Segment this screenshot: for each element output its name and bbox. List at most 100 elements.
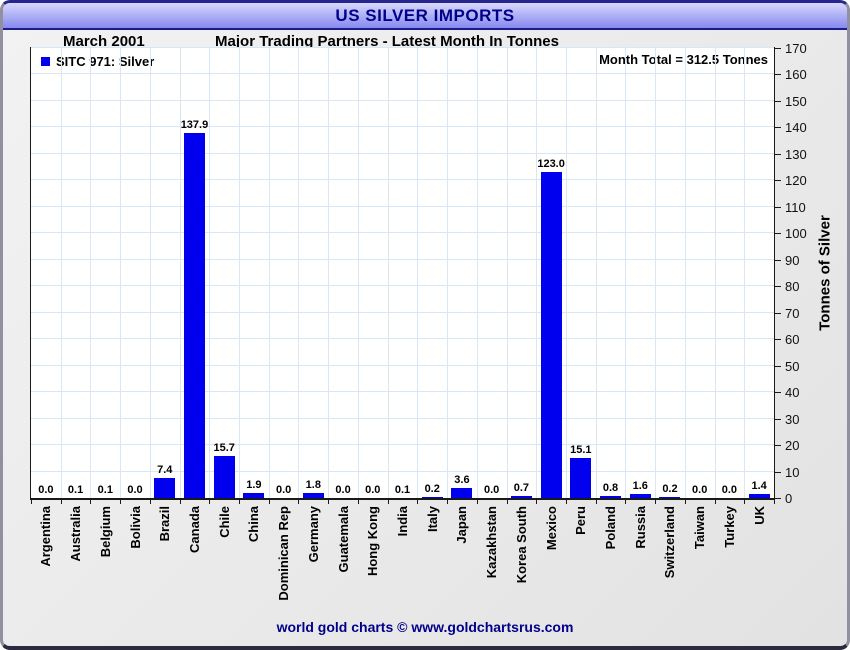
x-tick-label-text: China (246, 506, 262, 543)
x-tick-label-text: Peru (573, 506, 589, 535)
bar-value-label: 0.0 (692, 484, 708, 496)
v-gridline (566, 48, 567, 498)
page-title: US SILVER IMPORTS (335, 5, 515, 25)
v-gridline (120, 48, 121, 498)
v-gridline (685, 48, 686, 498)
v-gridline (90, 48, 91, 498)
y-tick-label: 40 (785, 385, 800, 400)
x-tick-label-text: Poland (603, 506, 619, 550)
v-gridline (61, 48, 62, 498)
y-tick-label: 30 (785, 412, 800, 427)
h-gridline (31, 259, 774, 260)
y-tick-label: 170 (785, 41, 807, 56)
bar-value-label: 1.8 (305, 479, 321, 491)
bar-value-label: 1.9 (246, 479, 262, 491)
h-gridline (31, 153, 774, 154)
bar (243, 493, 265, 498)
y-tick (775, 154, 781, 155)
x-tick (388, 499, 389, 504)
y-tick (775, 339, 781, 340)
v-gridline (417, 48, 418, 498)
plot-area: SITC 971: Silver Month Total = 312.5 Ton… (30, 47, 775, 500)
h-gridline (31, 126, 774, 127)
y-tick-label: 60 (785, 332, 800, 347)
x-tick (328, 499, 329, 504)
h-gridline (31, 444, 774, 445)
x-tick-label-text: UK (751, 506, 767, 525)
y-tick-label: 10 (785, 465, 800, 480)
footer-credit: world gold charts © www.goldchartsrus.co… (276, 619, 574, 635)
v-gridline (507, 48, 508, 498)
h-gridline (31, 418, 774, 419)
v-gridline (239, 48, 240, 498)
v-gridline (180, 48, 181, 498)
x-tick-label-text: Italy (424, 506, 440, 533)
v-gridline (744, 48, 745, 498)
bar-value-label: 0.1 (67, 484, 84, 496)
v-gridline (715, 48, 716, 498)
chart-region: SITC 971: Silver Month Total = 312.5 Ton… (3, 3, 847, 646)
y-tick-label: 130 (785, 147, 807, 162)
x-tick (477, 499, 478, 504)
x-tick-label-text: Korea South (513, 506, 529, 584)
footer: world gold charts © www.goldchartsrus.co… (3, 619, 847, 637)
bar (183, 133, 205, 498)
x-tick (90, 499, 91, 504)
x-tick-label-text: Canada (186, 506, 202, 553)
x-tick (596, 499, 597, 504)
y-tick (775, 233, 781, 234)
h-gridline (31, 338, 774, 339)
h-gridline (31, 73, 774, 74)
bar (213, 456, 235, 498)
y-tick (775, 419, 781, 420)
y-tick (775, 392, 781, 393)
x-tick-label-text: Mexico (543, 506, 559, 551)
v-gridline (536, 48, 537, 498)
x-tick (150, 499, 151, 504)
h-gridline (31, 100, 774, 101)
x-tick-label-text: Brazil (157, 506, 173, 542)
bar (748, 494, 770, 498)
x-tick-label-text: Turkey (721, 506, 737, 548)
x-tick-label-text: Bolivia (127, 506, 143, 549)
x-tick (298, 499, 299, 504)
y-tick (775, 74, 781, 75)
y-tick-label: 80 (785, 279, 800, 294)
subtitle-row: Major Trading Partners - Latest Month In… (3, 33, 771, 50)
period-label: March 2001 (63, 33, 145, 50)
v-gridline (655, 48, 656, 498)
month-total-annotation: Month Total = 312.5 Tonnes (599, 52, 768, 67)
bar (421, 497, 443, 498)
h-gridline (31, 312, 774, 313)
bar-value-label: 7.4 (157, 464, 173, 476)
bar-value-label: 0.0 (335, 484, 351, 496)
h-gridline (31, 471, 774, 472)
x-tick (209, 499, 210, 504)
x-tick-label-text: Argentina (38, 506, 54, 567)
x-tick (566, 499, 567, 504)
y-tick-label: 140 (785, 120, 807, 135)
y-tick (775, 180, 781, 181)
bar-value-label: 123.0 (537, 158, 565, 170)
y-tick (775, 48, 781, 49)
bar (154, 478, 176, 498)
x-tick (715, 499, 716, 504)
y-tick (775, 101, 781, 102)
h-gridline (31, 391, 774, 392)
bar-value-label: 0.0 (127, 484, 143, 496)
v-gridline (388, 48, 389, 498)
x-tick-label-text: Chile (216, 506, 232, 538)
legend-label: SITC 971: Silver (56, 54, 155, 69)
v-gridline (209, 48, 210, 498)
y-tick (775, 260, 781, 261)
bar-value-label: 0.0 (365, 484, 381, 496)
x-tick (685, 499, 686, 504)
x-tick (447, 499, 448, 504)
x-tick-label-text: Belgium (97, 506, 113, 558)
bar-value-label: 0.0 (275, 484, 292, 496)
bar (451, 488, 473, 498)
x-tick (61, 499, 62, 504)
x-tick-label-text: Australia (68, 506, 84, 562)
h-gridline (31, 179, 774, 180)
